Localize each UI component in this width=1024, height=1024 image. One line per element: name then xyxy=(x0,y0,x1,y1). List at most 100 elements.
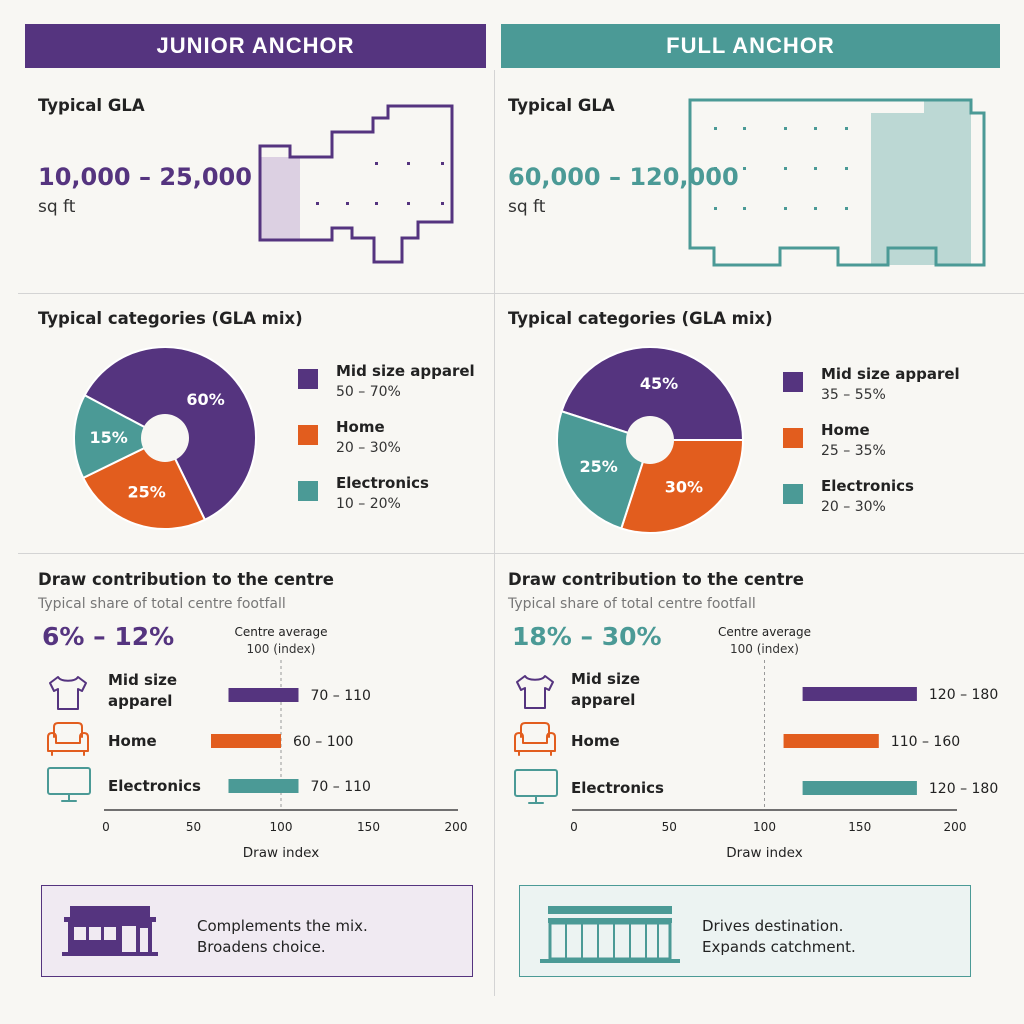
legend-swatch xyxy=(298,425,318,445)
pie-center-hole xyxy=(141,414,189,462)
bar-range-label: 110 – 160 xyxy=(891,734,960,750)
full-anchor-panel: Typical GLA 60,000 – 120,000 sq ft Typic… xyxy=(488,0,998,1024)
legend-label: Home xyxy=(336,418,385,436)
draw-title: Draw contribution to the centre xyxy=(508,570,804,589)
legend-range: 20 – 30% xyxy=(336,440,401,456)
legend-swatch xyxy=(298,369,318,389)
tshirt-icon xyxy=(49,676,87,710)
pie-label-home: 25% xyxy=(127,482,165,501)
footer-line-2: Broadens choice. xyxy=(197,938,326,956)
pie-slice-electronics xyxy=(73,393,168,480)
section-divider-2 xyxy=(18,553,1024,554)
x-axis-label: Draw index xyxy=(243,845,320,861)
large-storefront-icon xyxy=(540,906,680,963)
pie-label-mid-size-apparel: 45% xyxy=(640,374,678,393)
junior-footer: Complements the mix. Broadens choice. xyxy=(41,885,473,977)
gla-value: 10,000 – 25,000 xyxy=(38,163,252,191)
small-storefront-icon xyxy=(62,906,158,956)
centre-average-value: 100 (index) xyxy=(247,642,316,656)
floorplan-highlight xyxy=(871,113,971,265)
centre-average-label: Centre average xyxy=(234,625,327,639)
x-tick-label: 200 xyxy=(944,820,967,834)
bar-electronics xyxy=(228,779,299,793)
bar-range-label: 120 – 180 xyxy=(929,781,998,797)
full-anchor-header: FULL ANCHOR xyxy=(501,24,1000,68)
x-tick-label: 50 xyxy=(186,820,201,834)
legend-label: Home xyxy=(821,421,870,439)
sofa-icon xyxy=(47,722,89,756)
x-tick-label: 150 xyxy=(357,820,380,834)
pie-label-mid-size-apparel: 60% xyxy=(186,390,224,409)
bar-range-label: 60 – 100 xyxy=(293,734,353,750)
pie-center-hole xyxy=(626,416,674,464)
full-draw-bar-chart: Centre average 100 (index) Mid size apparel… xyxy=(514,625,998,861)
gla-value: 60,000 – 120,000 xyxy=(508,163,739,191)
legend-range: 10 – 20% xyxy=(336,496,401,512)
junior-pie-chart: 60% 25% 15% xyxy=(73,346,257,530)
legend-swatch xyxy=(298,481,318,501)
footer-line-1: Drives destination. xyxy=(702,917,844,935)
section-divider-1 xyxy=(18,293,1024,294)
footer-line-2: Expands catchment. xyxy=(702,938,856,956)
bar-mid-size-apparel xyxy=(228,688,299,702)
floorplan-outline xyxy=(688,98,986,267)
legend-range: 50 – 70% xyxy=(336,384,401,400)
legend-range: 20 – 30% xyxy=(821,499,886,515)
footfall-share: 6% – 12% xyxy=(42,622,175,651)
legend-swatch xyxy=(783,372,803,392)
legend-range: 25 – 35% xyxy=(821,443,886,459)
bar-electronics xyxy=(802,781,917,795)
footer-text: Drives destination. Expands catchment. xyxy=(702,916,856,958)
bar-category-label: apparel xyxy=(108,692,172,710)
pie-label-electronics: 15% xyxy=(89,428,127,447)
junior-floorplan xyxy=(258,104,454,264)
legend-label: Electronics xyxy=(336,474,429,492)
draw-title: Draw contribution to the centre xyxy=(38,570,334,589)
sofa-icon xyxy=(514,722,556,756)
gla-unit: sq ft xyxy=(38,197,76,217)
pie-slice-mid-size-apparel xyxy=(560,346,745,441)
floorplan-highlight xyxy=(260,157,300,240)
junior-anchor-header: JUNIOR ANCHOR xyxy=(25,24,486,68)
bar-category-label: Home xyxy=(571,732,620,750)
x-tick-label: 100 xyxy=(753,820,776,834)
x-tick-label: 0 xyxy=(570,820,578,834)
draw-subtitle: Typical share of total centre footfall xyxy=(508,596,756,612)
bar-range-label: 70 – 110 xyxy=(311,779,371,795)
bar-category-label: Home xyxy=(108,732,157,750)
legend-label: Electronics xyxy=(821,477,914,495)
junior-anchor-panel: Typical GLA 10,000 – 25,000 sq ft Typica… xyxy=(18,0,512,1024)
footfall-share: 18% – 30% xyxy=(512,622,662,651)
bar-category-label: Electronics xyxy=(571,779,664,797)
legend-swatch xyxy=(783,484,803,504)
pie-slice-home xyxy=(81,436,207,530)
footer-text: Complements the mix. Broadens choice. xyxy=(197,916,368,958)
bar-home xyxy=(783,734,879,748)
panel-divider xyxy=(494,70,495,996)
bar-category-label: apparel xyxy=(571,691,635,709)
tshirt-icon xyxy=(516,675,554,709)
floorplan-columns xyxy=(316,162,444,205)
gla-unit: sq ft xyxy=(508,197,546,217)
categories-title: Typical categories (GLA mix) xyxy=(38,309,303,328)
floorplan-outline xyxy=(258,104,454,264)
bar-category-label: Mid size xyxy=(108,671,177,689)
x-tick-label: 50 xyxy=(662,820,677,834)
pie-label-home: 30% xyxy=(665,478,703,497)
bar-category-label: Mid size xyxy=(571,670,640,688)
bar-range-label: 70 – 110 xyxy=(311,688,371,704)
full-floorplan xyxy=(688,98,986,267)
x-axis-label: Draw index xyxy=(726,845,803,861)
bar-category-label: Electronics xyxy=(108,777,201,795)
gla-title: Typical GLA xyxy=(508,96,615,115)
legend-label: Mid size apparel xyxy=(336,362,475,380)
floorplan-highlight-top xyxy=(924,100,971,115)
x-tick-label: 0 xyxy=(102,820,110,834)
junior-draw-bar-chart: Centre average 100 (index) Mid size apparel… xyxy=(47,625,467,861)
draw-subtitle: Typical share of total centre footfall xyxy=(38,596,286,612)
x-tick-label: 100 xyxy=(270,820,293,834)
pie-label-electronics: 25% xyxy=(579,457,617,476)
footer-line-1: Complements the mix. xyxy=(197,917,368,935)
full-footer: Drives destination. Expands catchment. xyxy=(519,885,971,977)
bar-mid-size-apparel xyxy=(802,687,917,701)
